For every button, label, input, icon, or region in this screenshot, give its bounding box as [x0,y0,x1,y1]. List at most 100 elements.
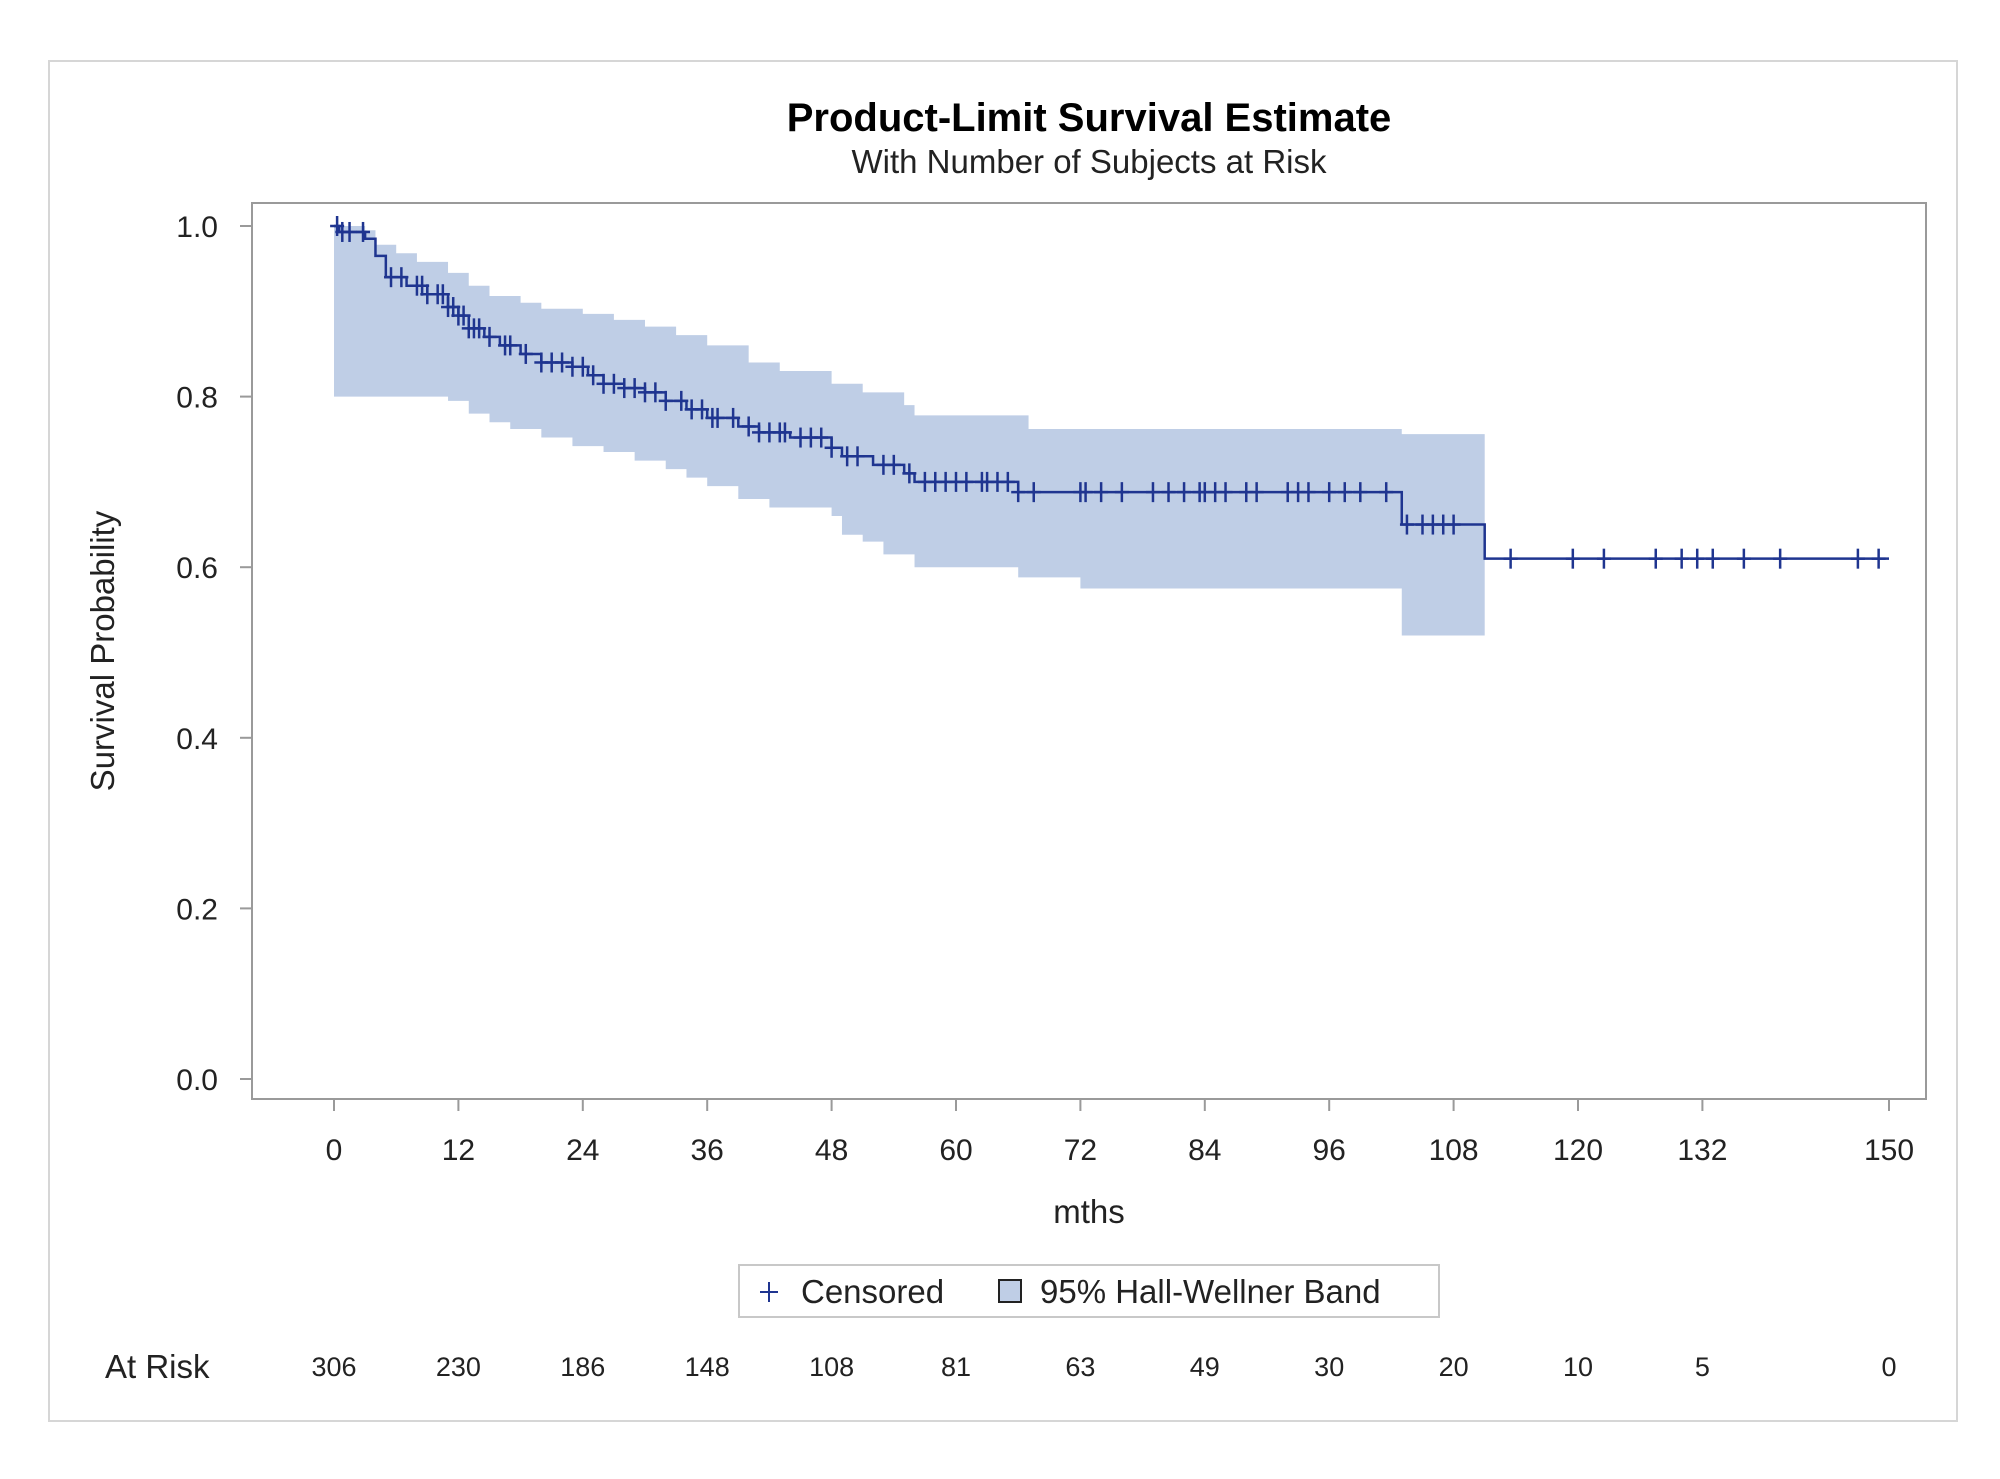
censored-mark [1705,548,1720,569]
at-risk-count: 81 [941,1352,971,1382]
legend-band-swatch-icon [998,1279,1022,1303]
censored-mark [1871,548,1886,569]
legend-label-censored: Censored [801,1273,944,1310]
censored-mark [777,422,792,443]
censored-mark [1218,482,1233,503]
censored-mark [658,390,673,411]
y-tick-label: 0.4 [176,723,218,756]
plot-area-frame [251,202,1927,1100]
censored-mark [1353,482,1368,503]
censored-mark [710,407,725,428]
y-tick-label: 0.8 [176,382,218,415]
censored-mark [886,454,901,475]
at-risk-count: 63 [1065,1352,1095,1382]
y-axis: 0.0 0.2 0.4 0.6 0.8 1.0 [176,211,252,1097]
censored-mark [741,416,756,437]
censored-mark [1078,482,1093,503]
at-risk-count: 30 [1314,1352,1344,1382]
at-risk-count: 10 [1563,1352,1593,1382]
y-tick-label: 0.2 [176,893,218,926]
chart-title: Product-Limit Survival Estimate [787,96,1392,140]
x-tick-label: 48 [815,1134,848,1167]
censored-mark [648,382,663,403]
legend-box [738,1264,1440,1318]
censored-mark [1145,482,1160,503]
censored-marks-layer [330,216,1886,569]
censored-mark [606,373,621,394]
legend-censored-symbol-icon [760,1282,778,1302]
censored-mark [1026,482,1041,503]
censored-mark [342,221,357,242]
censored-mark [503,335,518,356]
censored-mark [850,446,865,467]
at-risk-count: 49 [1190,1352,1220,1382]
x-tick-label: 150 [1864,1134,1914,1167]
censored-mark [482,326,497,347]
y-tick-label: 0.0 [176,1064,218,1097]
x-tick-label: 84 [1188,1134,1221,1167]
censored-mark [518,343,533,364]
at-risk-count: 20 [1439,1352,1469,1382]
censored-mark [555,352,570,373]
x-tick-label: 120 [1553,1134,1603,1167]
censored-mark [1850,548,1865,569]
censored-mark [1736,548,1751,569]
censored-mark [726,407,741,428]
censored-mark [1565,548,1580,569]
at-risk-count: 186 [560,1352,605,1382]
x-tick-label: 36 [691,1134,724,1167]
x-tick-label: 24 [566,1134,599,1167]
x-tick-label: 12 [442,1134,475,1167]
x-axis: 0 12 24 36 48 60 72 84 96 108 120 132 150 [326,1099,1914,1167]
censored-mark [435,284,450,305]
censored-mark [959,471,974,492]
censored-mark [1000,471,1015,492]
censored-mark [1596,548,1611,569]
censored-mark [1114,482,1129,503]
censored-mark [1322,482,1337,503]
at-risk-label: At Risk [105,1348,210,1385]
y-tick-label: 0.6 [176,552,218,585]
censored-mark [674,390,689,411]
confidence-band [334,226,1485,636]
censored-mark [1094,482,1109,503]
censored-mark [1503,548,1518,569]
y-tick-label: 1.0 [176,211,218,244]
legend: Censored 95% Hall-Wellner Band [738,1264,1440,1318]
chart-subtitle: With Number of Subjects at Risk [852,143,1327,180]
censored-mark [1446,514,1461,535]
x-tick-label: 96 [1313,1134,1346,1167]
censored-mark [902,463,917,484]
censored-mark [1249,482,1264,503]
censored-mark [1337,482,1352,503]
chart-frame [48,60,1958,1422]
x-tick-label: 108 [1429,1134,1479,1167]
censored-mark [456,305,471,326]
legend-label-band: 95% Hall-Wellner Band [1040,1273,1381,1310]
at-risk-count: 5 [1695,1352,1710,1382]
x-tick-label: 0 [326,1134,343,1167]
censored-mark [1773,548,1788,569]
at-risk-count: 230 [436,1352,481,1382]
censored-mark [695,399,710,420]
censored-mark [1177,482,1192,503]
at-risk-count: 0 [1881,1352,1896,1382]
censored-mark [824,437,839,458]
censored-mark [1161,482,1176,503]
censored-mark [1301,482,1316,503]
x-tick-label: 72 [1064,1134,1097,1167]
x-tick-label: 60 [939,1134,972,1167]
censored-mark [472,318,487,339]
censored-mark [1011,482,1026,503]
at-risk-count: 108 [809,1352,854,1382]
censored-mark [1648,548,1663,569]
censored-mark [356,221,371,242]
censored-mark [394,267,409,288]
censored-mark [627,378,642,399]
confidence-band-layer [334,226,1485,636]
censored-mark [575,356,590,377]
x-tick-label: 132 [1677,1134,1727,1167]
censored-mark [586,365,601,386]
at-risk-count: 148 [685,1352,730,1382]
